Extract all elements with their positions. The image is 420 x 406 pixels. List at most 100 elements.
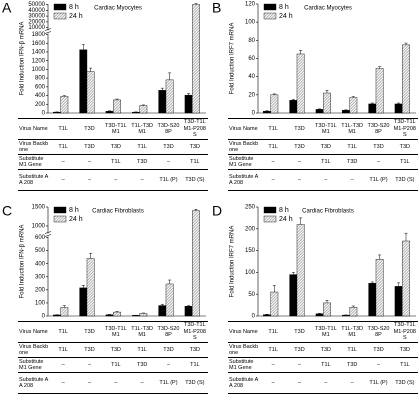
error-bar — [325, 90, 329, 94]
y-tick-label: 50000 — [28, 2, 45, 8]
legend-swatch — [263, 215, 277, 223]
table-cell: T1L — [128, 139, 156, 155]
table-cell: T3D-T1LM1 — [312, 118, 339, 140]
bar — [394, 103, 403, 114]
y-tick-label: 1500 — [32, 205, 46, 211]
table-cell: T1L-T3DM1 — [128, 118, 156, 140]
table-cell: – — [260, 154, 287, 170]
table-cell: – — [286, 154, 313, 170]
table-cell: T3D — [286, 321, 313, 343]
panel-label: D — [212, 203, 222, 219]
panel-label: C — [2, 203, 12, 219]
break-mark — [44, 231, 52, 234]
y-tick-label: 50 — [248, 292, 255, 298]
table-cell: T3D (S) — [181, 372, 208, 394]
table-cell: T1L — [260, 139, 287, 155]
table-cell: – — [155, 154, 182, 170]
table-cell: – — [260, 372, 287, 394]
row-header: Virus Backbone — [228, 139, 260, 155]
legend-label: 8 h — [69, 207, 79, 214]
legend-swatch — [263, 12, 277, 20]
bar — [192, 4, 200, 114]
row-header: Virus Backbone — [228, 342, 260, 358]
y-tick-label: 100 — [245, 270, 256, 276]
y-tick-label: 250 — [245, 205, 256, 211]
y-tick-label: 80 — [248, 38, 255, 44]
bar — [79, 49, 88, 114]
y-tick-label: 0 — [42, 314, 46, 320]
error-bar — [89, 67, 93, 72]
bar — [53, 314, 61, 317]
error-bar — [187, 305, 191, 307]
table-row: Substitute AA 208––––T1L (P)T3D (S) — [228, 169, 418, 191]
error-bar — [160, 303, 164, 306]
table-cell: T3D — [76, 139, 103, 155]
table-cell: T1L (P) — [155, 372, 182, 394]
error-bar — [81, 44, 85, 50]
table-cell: – — [76, 154, 103, 170]
table-cell: – — [50, 372, 77, 394]
chart-title: Cardiac Myocytes — [304, 6, 352, 12]
table-cell: T3D — [391, 342, 418, 358]
error-bar — [378, 66, 382, 69]
row-header: Substitute M1 Gene — [228, 357, 260, 373]
panel-label: B — [212, 0, 221, 16]
table-cell: T1L — [50, 321, 77, 343]
table-cell: T3D — [365, 342, 392, 358]
table-cell: T1L — [391, 357, 418, 373]
error-bar — [291, 272, 295, 275]
table-cell: T3D — [365, 139, 392, 155]
error-bar — [89, 252, 93, 259]
panel-label: A — [2, 0, 12, 16]
table-cell: T3D — [76, 118, 103, 140]
chart: B Fold Induction IRF7 mRNA 0 20 40 60 80 100 120… — [212, 0, 416, 117]
table-cell: T3D — [312, 139, 339, 155]
table-cell: T1L — [260, 342, 287, 358]
table-cell: T3D — [181, 342, 208, 358]
bar — [113, 99, 121, 114]
y-tick-label: 100 — [245, 20, 256, 26]
error-bar — [351, 305, 355, 308]
break-mark — [44, 234, 52, 237]
table-cell: – — [50, 357, 77, 373]
axis-break — [44, 30, 206, 34]
error-bar — [160, 87, 164, 91]
table-cell: T3D — [102, 139, 129, 155]
table-cell: T1L — [50, 139, 77, 155]
row-header: Substitute AA 208 — [18, 372, 50, 394]
y-tick-label: 1200 — [32, 58, 46, 64]
error-bar — [62, 305, 66, 308]
table-cell: T3D — [128, 357, 156, 373]
table-cell: – — [76, 372, 103, 394]
table-cell: T3D — [76, 342, 103, 358]
table-cell: T3D-S208P — [365, 118, 392, 140]
axis-break — [44, 233, 206, 237]
table-cell: T3D-T1LM1-P208S — [181, 321, 208, 343]
error-bar — [62, 95, 66, 97]
chart-title: Cardiac Fibroblasts — [92, 209, 144, 215]
legend-swatch — [53, 206, 67, 214]
bar — [158, 305, 167, 317]
table-cell: T3D — [391, 139, 418, 155]
table-cell: – — [128, 169, 156, 191]
table-cell: – — [102, 169, 129, 191]
table-cell: – — [260, 169, 287, 191]
table-cell: T3D (S) — [391, 372, 418, 394]
table-cell: T1L (P) — [365, 372, 392, 394]
chart-title: Cardiac Myocytes — [94, 6, 142, 12]
info-table: Virus NameT1LT3DT3D-T1LM1T1L-T3DM1T3D-S2… — [18, 321, 208, 394]
y-tick-label: 40 — [248, 74, 255, 80]
bar — [289, 100, 298, 114]
y-tick-label: 1000 — [32, 224, 46, 230]
table-cell: T3D — [312, 342, 339, 358]
row-header: Virus Name — [228, 118, 260, 140]
table-cell: T3D — [155, 342, 182, 358]
panel: D Fold Induction IRF7 mRNA 0 50 100 150 200 250… — [210, 203, 420, 406]
break-mark — [44, 28, 52, 31]
